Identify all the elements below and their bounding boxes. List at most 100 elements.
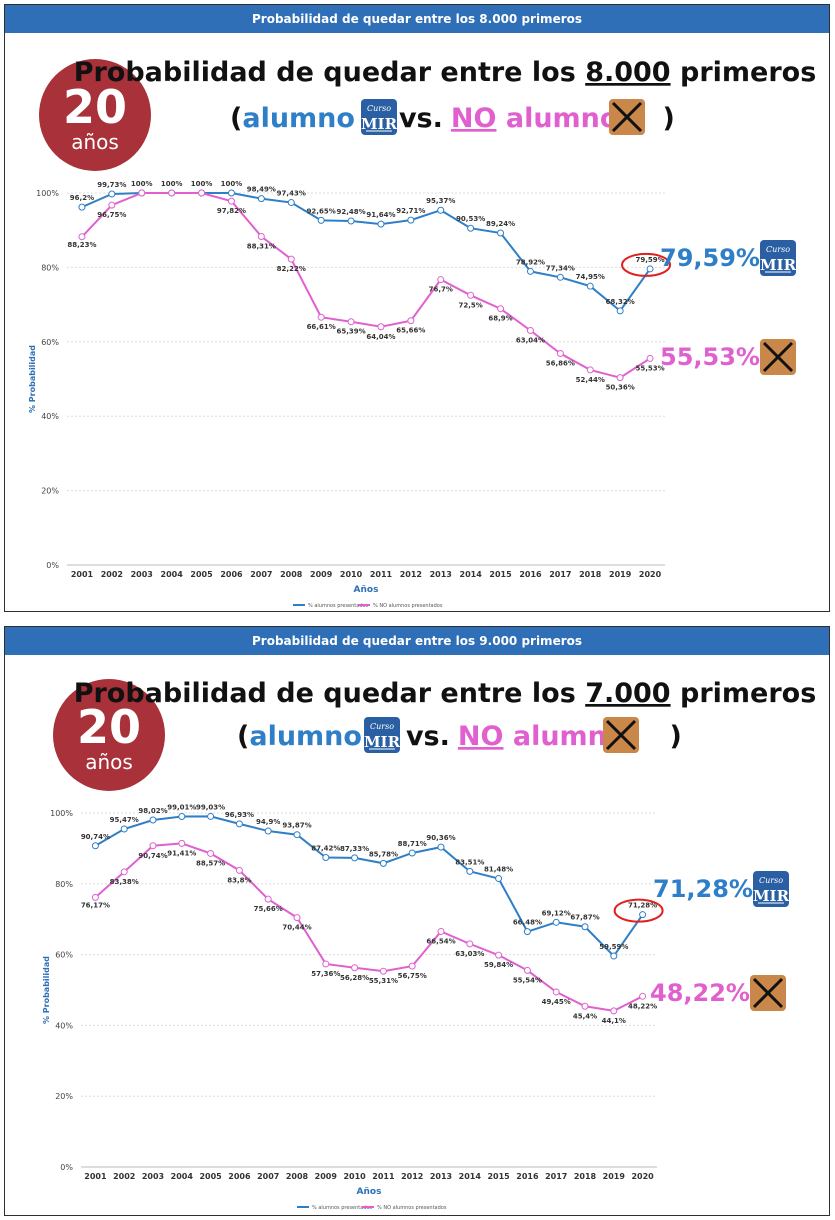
data-label: 48,22% [628,1002,657,1010]
data-point [287,199,295,207]
x-tick-label: 2013 [430,570,452,579]
y-axis-label: % Probabilidad [28,345,37,413]
x-tick-label: 2017 [545,1172,567,1181]
data-label: 100% [221,180,243,188]
series-line [94,842,644,1012]
logo-curso-text: Curso [367,104,391,113]
vs-label: vs. [406,721,450,752]
title-text: Probabilidad de quedar entre los [74,678,585,709]
data-label: 83,8% [227,876,251,884]
logo-background [760,240,796,276]
alumno-label: alumno [249,721,362,752]
title-text: primeros [671,57,817,88]
data-label: 87,42% [311,845,340,853]
x-tick-label: 2017 [549,570,571,579]
data-point [437,927,445,935]
y-tick-label: 100% [36,189,59,198]
data-label: 100% [131,180,153,188]
x-tick-label: 2018 [574,1172,597,1181]
data-point [379,859,387,867]
data-point [91,893,99,901]
x-tick-label: 2014 [460,570,483,579]
data-point [257,195,265,203]
x-tick-label: 2001 [71,570,94,579]
data-point [581,1002,589,1010]
data-label: 100% [191,180,213,188]
x-tick-label: 2011 [370,570,393,579]
data-point [138,189,146,197]
data-label: 88,31% [247,242,276,250]
y-tick-label: 40% [55,1021,73,1030]
x-tick-label: 2014 [459,1172,482,1181]
data-point [497,305,505,313]
x-tick-label: 2007 [250,570,272,579]
no-alumno-final-pct: 48,22% [650,979,750,1007]
y-tick-label: 100% [50,809,73,818]
badge-word: años [85,750,133,774]
data-label: 95,37% [426,197,455,205]
data-label: 92,48% [336,208,365,216]
y-gridlines [67,192,665,566]
data-point [168,189,176,197]
data-label: 91,41% [167,849,196,857]
x-tick-label: 2008 [280,570,303,579]
data-label: 76,17% [81,901,110,909]
data-label: 98,49% [247,186,276,194]
data-point [257,232,265,240]
data-point [317,313,325,321]
data-point [408,849,416,857]
no-label: NO [451,103,497,134]
x-tick-label: 2002 [113,1172,135,1181]
data-label: 93,87% [282,822,311,830]
series-alumnos: 90,74% 95,47%98,02% 99,01% 99,03%96,93%94,9… [81,803,657,960]
data-label: 94,9% [256,818,280,826]
data-label: 92,71% [396,207,425,215]
badge-circle [53,679,165,791]
y-axis-label: % Probabilidad [42,956,51,1024]
x-tick-label: 2010 [340,570,363,579]
x-tick-label: 2003 [131,570,153,579]
data-point [556,273,564,281]
curso-mir-logo-icon: Curso MIR [361,99,398,135]
data-label: 96,93% [225,811,254,819]
logo-background [364,717,400,753]
x-tick-label: 2012 [401,1172,423,1181]
x-tick-label: 2009 [315,1172,338,1181]
data-point [581,923,589,931]
data-label: 88,57% [196,859,225,867]
data-label: 87,33% [340,845,369,853]
paren: ( [230,103,242,134]
data-point [466,940,474,948]
title-number: 7.000 [585,678,670,709]
data-point [467,291,475,299]
data-point [149,816,157,824]
data-label: 85,78% [369,850,398,858]
x-axis-label: Años [354,585,379,595]
data-label: 66,61% [307,323,336,331]
no-alumno-logo-icon [603,717,639,753]
chart-panel-1: Probabilidad de quedar entre los 8.000 p… [4,4,830,612]
cross-line [752,977,784,1009]
data-point [646,354,654,362]
data-label: 45,4% [573,1012,597,1020]
data-point [616,374,624,382]
data-label: 83,51% [455,858,484,866]
data-point [586,366,594,374]
legend-label: % NO alumnos presentados [373,603,443,609]
data-point [495,875,503,883]
data-label: 89,24% [486,220,515,228]
x-tick-label: 2012 [400,570,422,579]
data-label: 56,75% [398,972,427,980]
data-point [526,267,534,275]
panel-header: Probabilidad de quedar entre los 8.000 p… [5,5,829,33]
data-label: 70,44% [282,924,311,932]
logo-curso-text: Curso [370,722,394,731]
data-point [523,966,531,974]
logo-background [361,99,397,135]
data-point [437,206,445,214]
badge-circle [39,59,151,171]
data-label: 88,23% [67,241,96,249]
alumno-label: alumno [242,103,355,134]
